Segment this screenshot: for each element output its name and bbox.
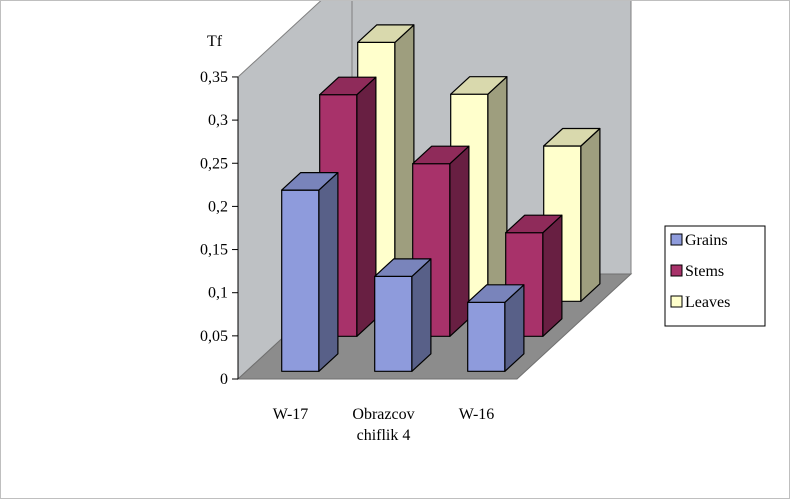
bar-side (318, 172, 339, 372)
bar-top (374, 258, 432, 277)
category-labels: W-17 Obrazcov chiflik 4 W-16 (273, 406, 495, 444)
bar-side (449, 145, 470, 337)
bar-top (412, 145, 470, 165)
bar-top (450, 76, 508, 95)
y-tick-label: 0,35 (200, 69, 228, 86)
legend-swatch (670, 295, 683, 308)
y-tick-label: 0 (220, 371, 228, 388)
bar-front (467, 301, 506, 372)
bar-top (505, 214, 563, 234)
legend-swatch (670, 233, 683, 246)
bar-grains-2 (467, 284, 525, 372)
bar-top (357, 24, 415, 44)
bar-top (467, 284, 525, 303)
legend-swatch (670, 264, 683, 277)
y-tick-label: 0,2 (208, 198, 228, 215)
category-label-line: W-17 (273, 406, 309, 423)
y-tick-label: 0,3 (208, 112, 228, 129)
category-label-line: W-16 (459, 406, 495, 423)
bar-side (580, 127, 601, 302)
y-tick-label: 0,25 (200, 155, 228, 172)
bar-top (543, 127, 601, 147)
y-tick-label: 0,1 (208, 285, 228, 302)
legend: Grains Stems Leaves (664, 225, 766, 327)
legend-label: Stems (685, 263, 724, 280)
y-axis: 0 0,05 0,1 0,15 0,2 0,25 0,3 0,35 Tf (200, 33, 239, 388)
y-tick-label: 0,05 (200, 328, 228, 345)
bar-side (487, 76, 508, 302)
legend-label: Leaves (685, 294, 730, 311)
bar-side (356, 76, 377, 337)
bar-top (281, 172, 339, 191)
bar-front (281, 189, 320, 372)
y-axis-title: Tf (207, 33, 223, 50)
bar-side (411, 258, 432, 372)
category-label-line: Obrazcov (352, 406, 414, 423)
category-label: W-17 (273, 406, 309, 423)
bars (281, 24, 601, 372)
category-label-line: chiflik 4 (357, 427, 411, 444)
bar-side (542, 214, 563, 337)
bar-grains-0 (281, 172, 339, 372)
bar-grains-1 (374, 258, 432, 372)
legend-label: Grains (685, 232, 728, 249)
y-tick-label: 0,15 (200, 242, 228, 259)
category-label: Obrazcov chiflik 4 (352, 406, 414, 444)
category-label: W-16 (459, 406, 495, 423)
bar-front (374, 275, 413, 372)
bar-top (319, 76, 377, 96)
